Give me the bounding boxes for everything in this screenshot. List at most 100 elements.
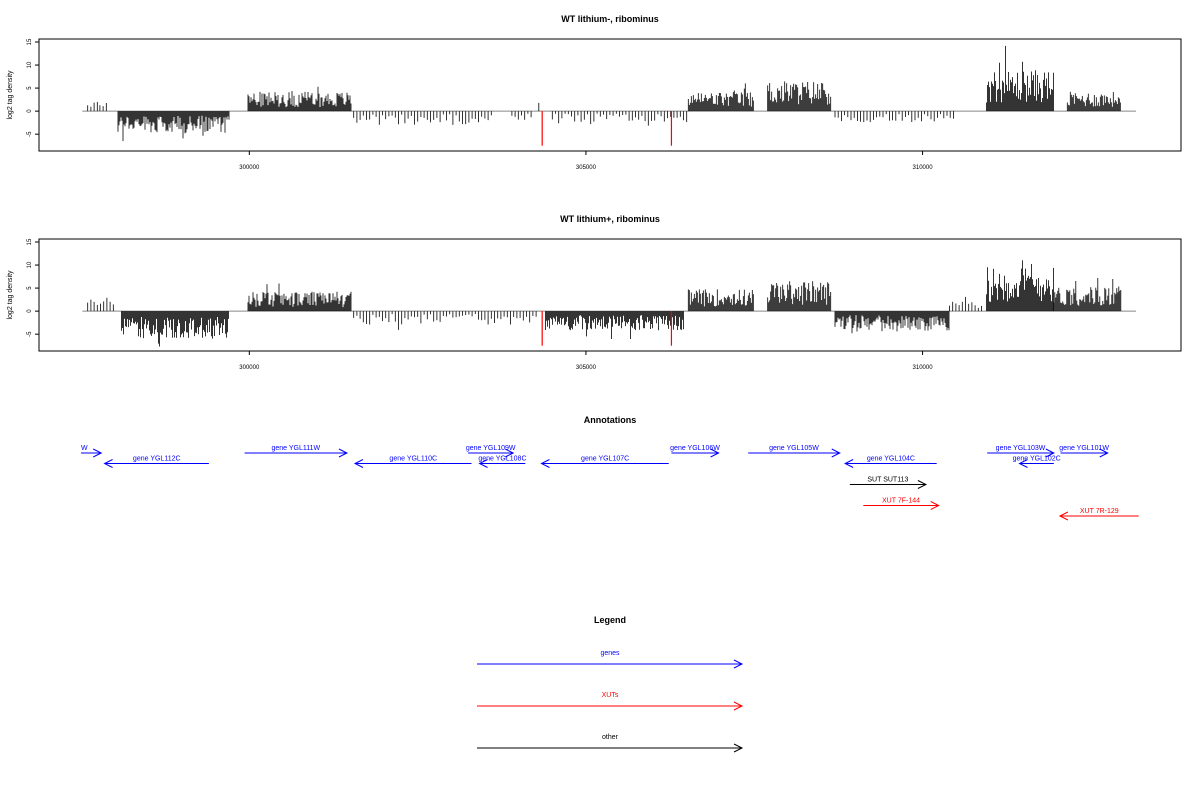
annotation-arrowhead — [917, 480, 928, 489]
annotation-feature: gene YGL112C — [103, 456, 209, 468]
coverage-segment — [986, 45, 1054, 112]
x-tick-label: 305000 — [576, 165, 597, 171]
y-tick-label: 5 — [27, 86, 33, 90]
legend-arrowhead — [733, 659, 744, 669]
coverage-segment — [353, 111, 492, 125]
annotation-arrowhead — [1099, 448, 1109, 458]
annotation-label: gene YGL104C — [867, 456, 915, 463]
annotation-feature: W — [81, 445, 103, 458]
legend: Legend genes XUTs other — [477, 615, 744, 753]
coverage-segment — [545, 311, 684, 339]
legend-items: genes XUTs other — [477, 650, 744, 753]
x-axis: 300000 305000 310000 — [239, 351, 933, 371]
y-axis-label: log2 tag density — [7, 270, 14, 320]
y-tick-label: 15 — [27, 238, 33, 245]
annotation-arrowhead — [478, 459, 488, 468]
plot-frame — [38, 38, 1182, 152]
annotation-label: SUT SUT113 — [867, 477, 908, 484]
coverage-segment — [353, 311, 537, 330]
annotation-label: XUT 7R-129 — [1080, 508, 1119, 515]
annotation-label: XUT 7F-144 — [882, 498, 920, 505]
y-tick-label: 15 — [27, 38, 33, 45]
x-axis: 300000 305000 310000 — [239, 151, 933, 171]
y-tick-label: -5 — [27, 131, 33, 137]
annotation-feature: gene YGL110C — [353, 456, 472, 468]
annotation-feature: gene YGL108C — [478, 456, 527, 468]
annotation-feature: gene YGL105W — [748, 445, 841, 458]
y-axis-label: log2 tag density — [7, 70, 14, 120]
legend-label: XUTs — [602, 692, 619, 699]
coverage-segment — [834, 111, 954, 123]
annotation-feature: gene YGL111W — [244, 445, 349, 458]
legend-entry: other — [477, 734, 744, 753]
annotation-label: gene YGL111W — [271, 445, 320, 452]
annotation-label: gene YGL108C — [478, 456, 526, 463]
annotation-arrowhead — [540, 459, 550, 468]
x-tick-label: 300000 — [239, 365, 260, 371]
x-tick-label: 310000 — [913, 365, 934, 371]
y-tick-label: 10 — [27, 261, 33, 268]
annotation-feature: gene YGL109W — [466, 445, 516, 458]
coverage-bars — [82, 260, 1136, 347]
annotation-label: gene YGL101W — [1059, 445, 1109, 452]
annotation-label: gene YGL102C — [1013, 456, 1061, 463]
coverage-segment — [511, 111, 532, 120]
y-axis: -5 0 5 10 15 — [27, 38, 39, 137]
coverage-segment — [247, 283, 352, 312]
annotation-label: gene YGL107C — [581, 456, 629, 463]
coverage-segment — [687, 83, 754, 112]
coverage-segment — [247, 86, 352, 112]
x-tick-label: 305000 — [576, 365, 597, 371]
annotation-arrowhead — [92, 448, 103, 458]
coverage-segment — [767, 281, 832, 312]
highlight-marks — [541, 111, 673, 146]
plot-frame — [38, 238, 1182, 352]
x-tick-label: 310000 — [913, 165, 934, 171]
annotation-arrowhead — [710, 448, 720, 458]
track-panel-lithium-plus: WT lithium+, ribominus log2 tag density … — [7, 214, 1182, 371]
y-axis: -5 0 5 10 15 — [27, 238, 39, 337]
annotation-feature: gene YGL103W — [987, 445, 1055, 458]
annotation-arrowhead — [505, 448, 515, 458]
annotation-label: gene YGL112C — [133, 456, 181, 463]
coverage-segment — [949, 296, 982, 312]
coverage-segment — [1053, 278, 1122, 312]
coverage-segment — [117, 111, 230, 141]
annotation-arrowhead — [844, 459, 854, 468]
track-panel-lithium-minus: WT lithium-, ribominus log2 tag density … — [7, 14, 1182, 171]
legend-entry: genes — [477, 650, 744, 669]
coverage-segment — [99, 103, 107, 112]
panel-title: WT lithium+, ribominus — [560, 214, 660, 224]
annotation-arrowhead — [831, 448, 841, 458]
coverage-segment — [687, 289, 754, 312]
annotation-label: gene YGL110C — [389, 456, 437, 463]
annotation-feature: gene YGL104C — [844, 456, 937, 468]
legend-label: genes — [600, 650, 620, 657]
y-tick-label: 10 — [27, 61, 33, 68]
y-tick-label: 5 — [27, 286, 33, 290]
legend-arrowhead — [733, 701, 744, 711]
legend-title: Legend — [594, 615, 626, 625]
annotation-label: gene YGL109W — [466, 445, 516, 452]
annotation-feature: gene YGL102C — [1013, 456, 1061, 468]
annotation-arrowhead — [1018, 459, 1028, 468]
annotation-feature: gene YGL107C — [540, 456, 669, 468]
coverage-segment — [1066, 91, 1121, 112]
annotation-feature: XUT 7R-129 — [1058, 508, 1139, 521]
coverage-segment — [767, 81, 832, 112]
coverage-segment — [986, 260, 1054, 312]
annotation-arrowhead — [1045, 448, 1055, 458]
annotation-feature: gene YGL101W — [1059, 445, 1109, 458]
legend-label: other — [602, 734, 619, 741]
annotation-arrowhead — [930, 501, 940, 510]
coverage-segment — [834, 311, 950, 334]
coverage-bars — [82, 45, 1136, 141]
annotation-label: gene YGL103W — [996, 445, 1046, 452]
coverage-segment — [121, 311, 229, 347]
annotation-label: gene YGL106W — [670, 445, 720, 452]
annotation-label: gene YGL105W — [769, 445, 819, 452]
y-tick-label: -5 — [27, 331, 33, 337]
